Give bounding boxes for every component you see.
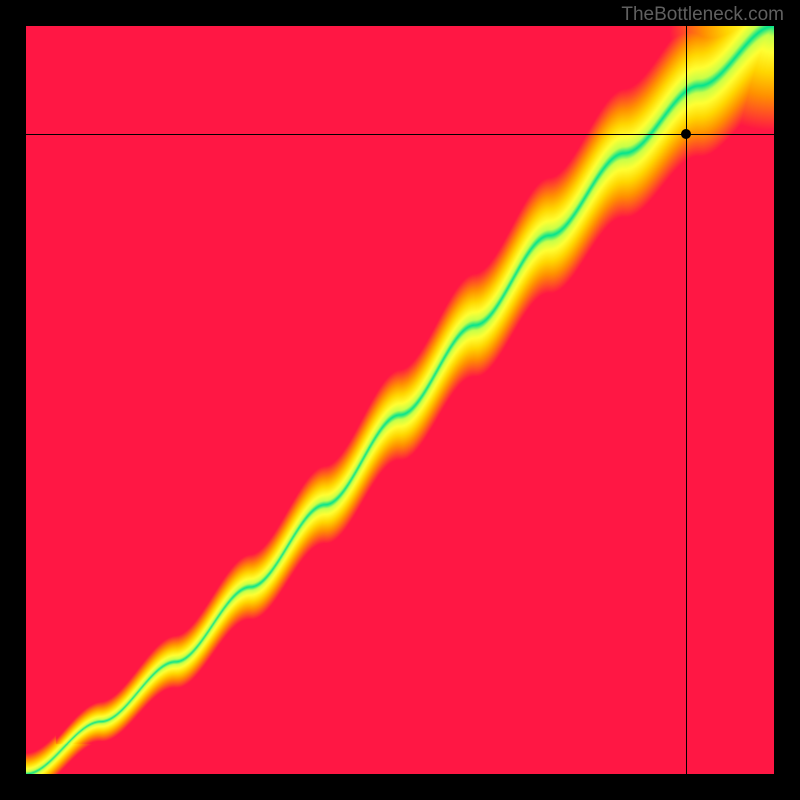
watermark-text: TheBottleneck.com	[621, 4, 784, 26]
crosshair-horizontal	[26, 134, 774, 135]
heatmap-canvas	[26, 26, 774, 774]
crosshair-marker-dot	[681, 129, 691, 139]
plot-area	[26, 26, 774, 774]
